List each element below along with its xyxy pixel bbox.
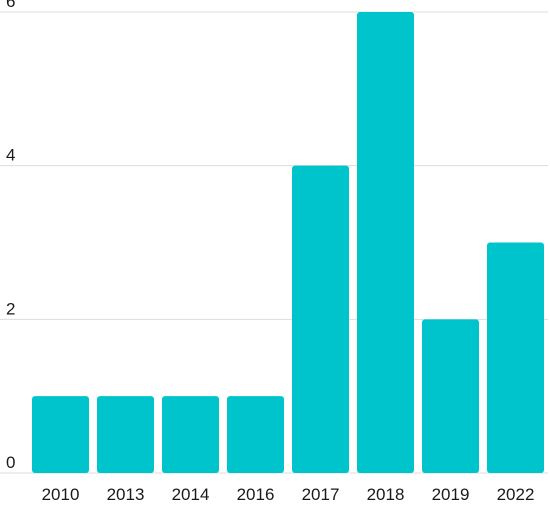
bar-2013 [97,396,154,473]
bars [32,12,544,473]
y-tick-label-0: 0 [6,453,15,472]
y-tick-label-2: 2 [6,299,15,318]
x-tick-label-2016: 2016 [237,485,275,504]
y-tick-label-6: 6 [6,0,15,11]
x-tick-label-2014: 2014 [172,485,210,504]
bar-2017 [292,165,349,473]
x-tick-label-2022: 2022 [497,485,535,504]
x-tick-label-2018: 2018 [367,485,405,504]
bar-2010 [32,396,89,473]
x-tick-label-2013: 2013 [107,485,145,504]
x-tick-label-2019: 2019 [432,485,470,504]
x-axis-ticks: 2010 2013 2014 2016 2017 2018 2019 2022 [42,485,535,504]
x-tick-label-2017: 2017 [302,485,340,504]
bar-2022 [487,242,544,473]
bar-2014 [162,396,219,473]
x-tick-label-2010: 2010 [42,485,80,504]
bar-2016 [227,396,284,473]
y-tick-label-4: 4 [6,146,15,165]
bar-2019 [422,319,479,473]
y-axis-ticks: 0 2 4 6 [6,0,15,472]
bar-2018 [357,12,414,473]
